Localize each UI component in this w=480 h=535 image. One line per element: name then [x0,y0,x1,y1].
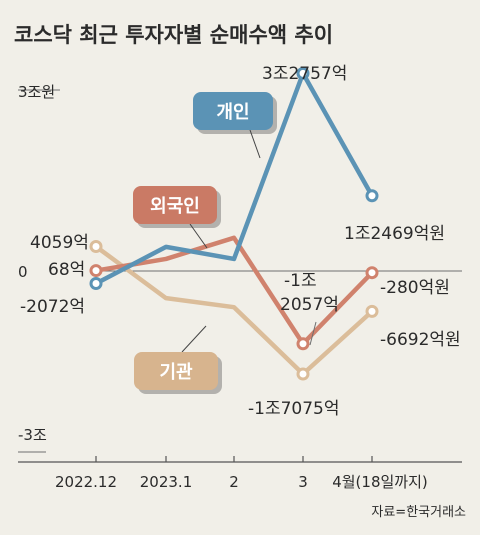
data-label: -2072억 [20,297,85,317]
data-label: -1조 2057억 [280,271,339,315]
data-label: 4059억 [30,233,89,253]
data-point [89,240,103,254]
axis-layer: 3조원 0 -3조 2022.12 2023.1 2 3 4월(18일까지) [18,83,462,491]
data-point [365,189,379,203]
data-label: -6692억원 [380,330,461,350]
series-layer [89,66,379,381]
series-badge-label: 외국인 [150,196,200,217]
x-tick-label: 4월(18일까지) [332,473,428,491]
badge-pointer [249,129,261,159]
badge-pointer [189,223,208,249]
series-badge [134,352,218,390]
badge-pointer [181,325,207,353]
chart-title: 코스닥 최근 투자자별 순매수액 추이 [14,23,333,47]
series-badge-label: 기관 [159,362,193,383]
series-line [93,235,375,346]
source-note: 자료=한국거래소 [371,505,466,520]
series-badge-label: 개인 [216,102,249,123]
data-point [89,277,103,291]
series-line [93,244,375,377]
data-point [296,66,310,80]
series-badge [193,92,273,130]
y-tick-label: 0 [18,263,28,281]
series-badge [133,186,217,224]
x-tick-label: 2023.1 [140,473,193,491]
data-label: -280억원 [380,278,450,298]
y-tick-label: 3조원 [18,83,55,101]
data-label: 68억 [48,260,85,280]
data-label: 1조2469억원 [344,224,445,244]
data-point [365,304,379,318]
data-point [89,264,103,278]
data-label: -1조7075억 [248,399,340,419]
series-line [93,71,375,286]
x-tick-label: 2022.12 [55,473,117,491]
x-tick-label: 2 [229,473,239,491]
data-point [296,337,310,351]
data-point [365,266,379,280]
data-point [296,367,310,381]
leader-line [309,321,317,346]
label-layer: -2072억 3조2757억 1조2469억원 68억 -1조 2057억 -280억원 40… [20,64,461,419]
x-tick-label: 3 [298,473,308,491]
data-label: 3조2757억 [262,64,347,84]
y-tick-label: -3조 [18,426,47,444]
